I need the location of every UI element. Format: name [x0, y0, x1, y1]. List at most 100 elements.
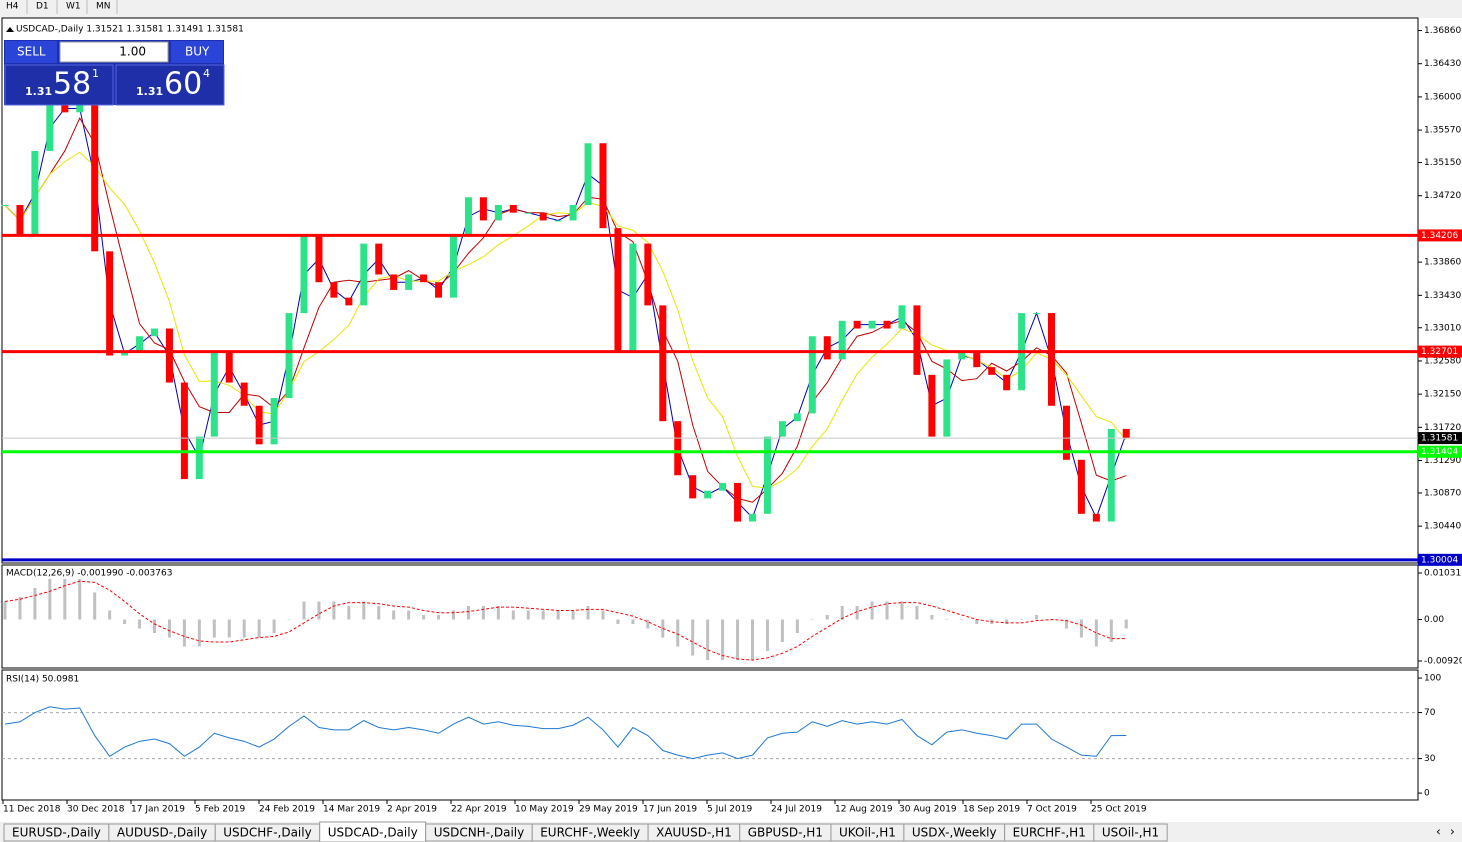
- candle: [136, 336, 144, 352]
- macd-bar: [1124, 619, 1128, 629]
- pane-title: MACD(12,26,9) -0.001990 -0.003763: [6, 569, 172, 579]
- timeframe-button[interactable]: D1: [36, 2, 49, 12]
- buy-label[interactable]: BUY: [185, 45, 210, 59]
- macd-bar: [601, 610, 605, 620]
- price-small[interactable]: 1: [92, 67, 99, 80]
- tab-label[interactable]: USDCAD-,Daily: [328, 826, 418, 840]
- macd-bar: [93, 592, 97, 620]
- sell-button[interactable]: [5, 41, 57, 63]
- macd-bar: [676, 619, 680, 647]
- y-tick-label: 1.36430: [1424, 59, 1461, 69]
- x-tick-label: 17 Jan 2019: [131, 805, 185, 815]
- candle: [285, 313, 293, 399]
- macd-signal: [4, 580, 1127, 661]
- candle: [823, 336, 831, 360]
- macd-bar: [691, 619, 695, 656]
- y-tick-label: 1.32580: [1424, 356, 1461, 366]
- price-big[interactable]: 1.31: [136, 85, 163, 98]
- macd-bar: [287, 619, 291, 620]
- lot-input[interactable]: [59, 41, 169, 63]
- y-tick-label: 70: [1424, 708, 1436, 718]
- macd-bar: [1079, 619, 1083, 638]
- buy-button[interactable]: [171, 41, 223, 63]
- timeframe-button[interactable]: MN: [96, 2, 111, 12]
- candle: [1, 204, 9, 206]
- tab-scroll: ›: [1450, 825, 1455, 839]
- candle: [913, 305, 921, 375]
- candle: [1107, 428, 1115, 522]
- tab-label[interactable]: USDCNH-,Daily: [434, 826, 525, 840]
- tab-label[interactable]: USDCHF-,Daily: [223, 826, 311, 840]
- price-button[interactable]: [115, 64, 225, 106]
- candle: [1062, 405, 1070, 460]
- rsi-line: [4, 706, 1127, 760]
- macd-bar: [227, 619, 231, 638]
- candle: [1122, 428, 1130, 439]
- timeframe-button[interactable]: W1: [66, 2, 81, 12]
- macd-bar: [960, 619, 964, 620]
- x-tick-label: 22 Apr 2019: [451, 805, 507, 815]
- tab-label[interactable]: GBPUSD-,H1: [748, 826, 823, 840]
- macd-bar: [167, 619, 171, 638]
- tab-label[interactable]: EURCHF-,H1: [1013, 826, 1086, 840]
- macd-bar: [915, 605, 919, 620]
- candle: [659, 305, 667, 422]
- price-big[interactable]: 1.31: [25, 85, 52, 98]
- macd-bar: [466, 605, 470, 620]
- macd-bar: [212, 619, 216, 638]
- pane-title: RSI(14) 50.0981: [6, 675, 79, 685]
- candle: [255, 405, 263, 445]
- tab-label[interactable]: XAUUSD-,H1: [656, 826, 732, 840]
- lot-value[interactable]: 1.00: [119, 45, 146, 59]
- candle: [749, 513, 756, 522]
- candle: [778, 421, 786, 437]
- candle: [31, 150, 39, 236]
- candle: [345, 297, 353, 306]
- x-tick-label: 18 Sep 2019: [963, 805, 1020, 815]
- candle: [405, 274, 413, 290]
- tab-label[interactable]: USOil-,H1: [1102, 826, 1159, 840]
- tab-label[interactable]: AUDUSD-,Daily: [117, 826, 207, 840]
- tab-label[interactable]: EURUSD-,Daily: [12, 826, 101, 840]
- candle: [121, 351, 129, 356]
- tab-label[interactable]: UKOil-,H1: [839, 826, 896, 840]
- candle: [539, 212, 547, 221]
- macd-bar: [526, 610, 530, 620]
- tab-label[interactable]: EURCHF-,Weekly: [540, 826, 640, 840]
- macd-bar: [1020, 619, 1024, 620]
- price-button[interactable]: [4, 64, 114, 106]
- macd-bar: [302, 601, 306, 620]
- x-tick-label: 30 Aug 2019: [899, 805, 957, 815]
- timeframe-button[interactable]: H4: [6, 2, 19, 12]
- y-tick-label: 0.00: [1424, 615, 1444, 625]
- macd-bar: [721, 619, 725, 661]
- price-small[interactable]: 4: [203, 67, 210, 80]
- candle: [330, 282, 338, 298]
- macd-bar: [257, 619, 261, 638]
- candle: [554, 220, 562, 222]
- price-main[interactable]: 60: [164, 67, 202, 102]
- macd-bar: [541, 610, 545, 620]
- macd-bar: [197, 619, 201, 647]
- candle: [689, 475, 697, 499]
- price-main[interactable]: 58: [53, 67, 91, 102]
- x-tick-label: 5 Feb 2019: [195, 805, 246, 815]
- candle: [375, 243, 383, 275]
- candle: [450, 235, 457, 298]
- candle: [883, 320, 891, 329]
- candle: [479, 197, 487, 221]
- x-tick-label: 10 May 2019: [515, 805, 574, 815]
- candle: [644, 243, 652, 306]
- x-tick-label: 25 Oct 2019: [1091, 805, 1147, 815]
- tab[interactable]: [1093, 823, 1168, 842]
- macd-bar: [840, 605, 844, 620]
- macd-bar: [272, 619, 276, 634]
- candle: [719, 482, 727, 491]
- candle: [734, 482, 742, 522]
- macd-bar: [347, 605, 351, 620]
- candle: [599, 143, 607, 229]
- tab-label[interactable]: USDX-,Weekly: [912, 826, 997, 840]
- macd-pane: [1, 564, 1419, 669]
- candle: [61, 104, 69, 113]
- sell-label[interactable]: SELL: [17, 45, 46, 59]
